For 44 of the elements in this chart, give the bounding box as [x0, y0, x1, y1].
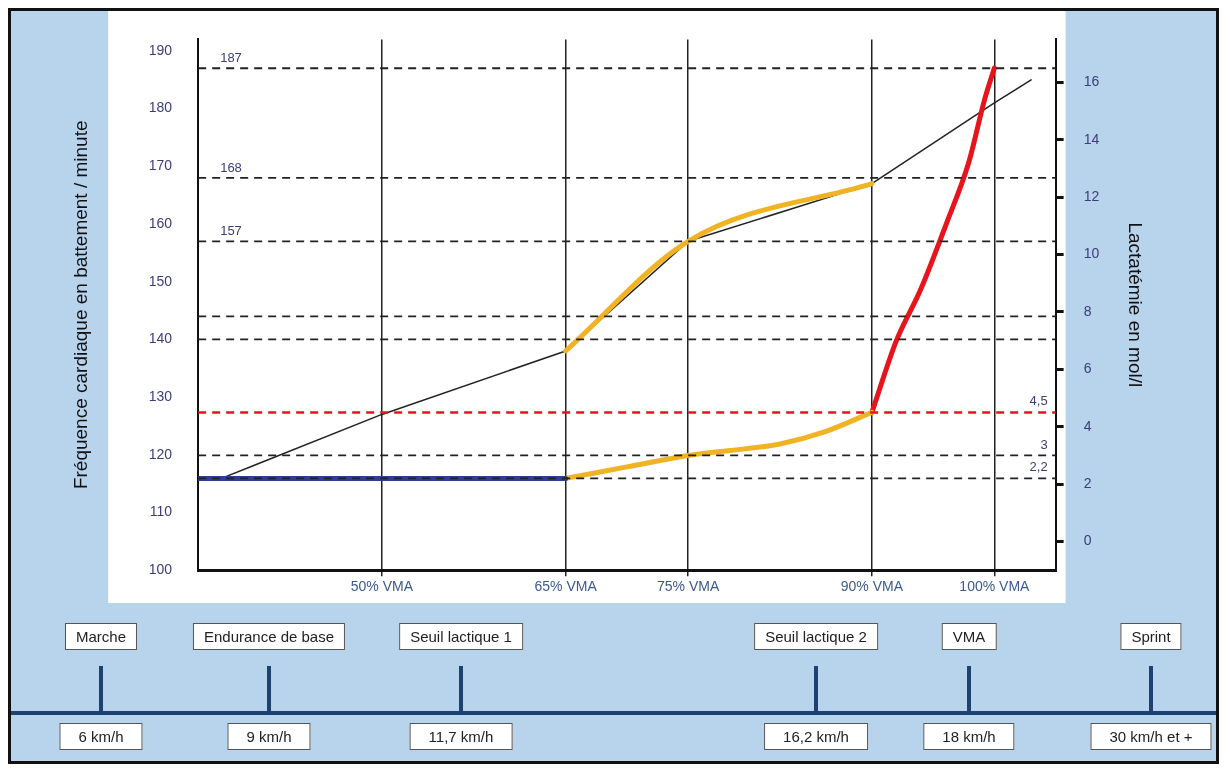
- y2-axis-title: Lactatémie en mol/l: [1125, 222, 1147, 388]
- y2-tick-label: 14: [1083, 130, 1100, 147]
- x-tick-label: 75% VMA: [657, 578, 720, 595]
- y2-tick-label: 2: [1083, 474, 1092, 491]
- y2-tick-label: 6: [1083, 360, 1092, 377]
- y-tick-label: 130: [148, 387, 173, 404]
- text: 11,7 km/h: [409, 723, 513, 750]
- text: 30 km/h et +: [1090, 723, 1212, 750]
- text: Sprint: [1120, 623, 1182, 650]
- y-tick-label: 190: [148, 41, 173, 58]
- text: 18 km/h: [923, 723, 1015, 750]
- text: VMA: [941, 623, 997, 650]
- ref-line-label: 2,2: [1029, 459, 1048, 475]
- y-tick-label: 110: [149, 503, 173, 520]
- ref-line-label: 4,5: [1029, 393, 1048, 409]
- text: Endurance de base: [192, 623, 346, 650]
- text: Marche: [64, 623, 138, 650]
- y-tick-label: 120: [148, 445, 173, 462]
- y2-tick-label: 16: [1083, 73, 1100, 90]
- text: 9 km/h: [227, 723, 311, 750]
- x-tick-label: 50% VMA: [350, 578, 414, 595]
- ref-line-label: 157: [220, 223, 242, 239]
- ref-line-label: 168: [220, 159, 242, 175]
- y-tick-label: 160: [148, 214, 173, 231]
- y2-tick-label: 4: [1083, 417, 1092, 434]
- x-tick-label: 100% VMA: [959, 578, 1031, 595]
- y-axis-title: Fréquence cardiaque en battement / minute: [69, 120, 91, 490]
- x-tick-label: 65% VMA: [534, 578, 598, 595]
- x-tick-label: 90% VMA: [840, 578, 904, 595]
- y-tick-label: 140: [148, 330, 173, 347]
- y-tick-label: 150: [148, 272, 173, 289]
- text: 16,2 km/h: [764, 723, 868, 750]
- y2-tick-label: 12: [1083, 188, 1100, 205]
- y2-tick-label: 8: [1083, 302, 1092, 319]
- text: Seuil lactique 1: [399, 623, 523, 650]
- y2-tick-label: 10: [1083, 245, 1100, 262]
- ref-line-label: 187: [220, 50, 242, 66]
- y-tick-label: 180: [148, 99, 173, 116]
- y-tick-label: 170: [148, 157, 173, 174]
- text: 6 km/h: [59, 723, 143, 750]
- y-tick-label: 100: [148, 561, 173, 578]
- text: Seuil lactique 2: [754, 623, 878, 650]
- y2-tick-label: 0: [1083, 532, 1092, 549]
- ref-line-label: 3: [1040, 436, 1048, 452]
